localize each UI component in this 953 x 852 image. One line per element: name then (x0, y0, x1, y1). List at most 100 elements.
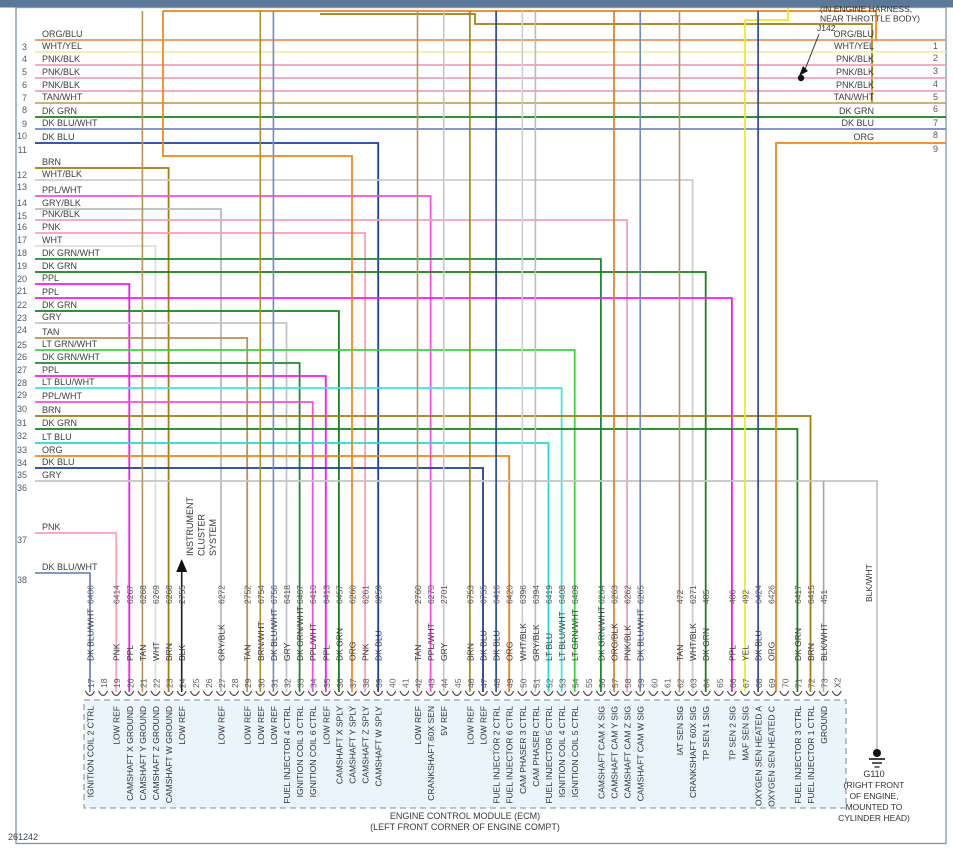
left-pin-number: 33 (17, 445, 27, 455)
instrument-cluster-note: INSTRUMENT (185, 497, 195, 556)
wire-color-label: DK GRN/WHT (42, 352, 100, 362)
pin-bracket (491, 690, 502, 697)
g110-location: (RIGHT FRONT (844, 780, 905, 790)
left-pin-number: 24 (17, 325, 27, 335)
pin-function-label: FUEL INJECTOR 1 CTRL (806, 706, 816, 804)
circuit-number: 6408 (557, 585, 567, 604)
wire-row-15 (35, 208, 222, 692)
wire-color-label-pin: YEL (741, 645, 751, 661)
wire-row-13 (35, 179, 694, 692)
right-pin-number: 1 (933, 41, 938, 51)
j142-note: NEAR THROTTLE BODY) (820, 14, 920, 24)
wire-row-38 (35, 572, 91, 692)
circuit-number: 6268 (138, 585, 148, 604)
ecm-pin-number: 72 (807, 678, 817, 688)
pin-function-label: LOW REF (321, 706, 331, 745)
left-pin-number: 10 (17, 131, 27, 141)
ecm-title: ENGINE CONTROL MODULE (ECM) (390, 811, 540, 821)
left-pin-number: 19 (17, 261, 27, 271)
wire-color-label-pin: DK GRN (793, 628, 803, 661)
wire-row-21 (35, 283, 131, 692)
wire-color-label: PNK (42, 522, 61, 532)
wire-color-label-pin: DK GRN/WHT (295, 606, 305, 661)
ecm-pin-number: 57 (610, 678, 620, 688)
pin-bracket (124, 690, 135, 697)
ecm-box (83, 699, 847, 809)
wire-color-label-pin: DK GRN/WHT (596, 606, 606, 661)
ecm-pin-number: 52 (545, 678, 555, 688)
pin-function-label: LOW REF (112, 706, 122, 745)
pin-function-label: IGNITION COIL 4 CTRL (557, 706, 567, 798)
ecm-pin-number: 64 (702, 678, 712, 688)
circuit-number: 6406 (86, 585, 96, 604)
circuit-number: 6407 (295, 585, 305, 604)
pin-bracket (229, 690, 240, 697)
wire-color-label: DK GRN (42, 418, 77, 428)
ecm-pin-number: 21 (138, 678, 148, 688)
ecm-pin-number: 60 (649, 678, 659, 688)
wire-color-label-pin: DK GRN (701, 628, 711, 661)
pin-function-label: GROUND (819, 706, 829, 744)
wire-color-label: PNK/BLK (42, 54, 80, 64)
pin-function-label: IGNITION COIL 3 CTRL (295, 706, 305, 798)
right-pin-number: 3 (933, 66, 938, 76)
left-pin-number: 16 (17, 222, 27, 232)
wire-row-33 (35, 442, 550, 692)
ecm-pin-number: 63 (689, 678, 699, 688)
wire-color-label-pin: GRY/BLK (217, 624, 227, 661)
ecm-pin-number: 30 (256, 678, 266, 688)
pin-function-label: 5V REF (439, 706, 449, 736)
wire-color-label-pin: LT BLU (544, 633, 554, 661)
wire-color-label-pin: PPL/WHT (426, 623, 436, 661)
wire-color-label: WHT/YEL (42, 41, 82, 51)
wire-top-brn (320, 13, 873, 103)
pin-function-label: CAMSHAFT Z SPLY (361, 706, 371, 784)
instrument-cluster-note: CLUSTER (197, 513, 207, 556)
pin-function-label: LOW REF (269, 706, 279, 745)
wire-color-label-pin: PPL (727, 645, 737, 661)
wire-color-label: PNK/BLK (42, 209, 80, 219)
circuit-number: 6396 (518, 585, 528, 604)
ecm-pin-number: 40 (387, 678, 397, 688)
circuit-number: 486 (727, 590, 737, 604)
left-pin-number: 38 (17, 575, 27, 585)
instrument-cluster-note: SYSTEM (208, 519, 218, 556)
pin-bracket (687, 690, 698, 697)
wire-row-23 (35, 310, 340, 692)
circuit-number: 6420 (505, 585, 515, 604)
wire-row-32 (35, 428, 799, 692)
j142-code: J142 (817, 23, 836, 33)
wire-color-label: PPL/WHT (42, 391, 83, 401)
wire-color-label: PPL (42, 287, 59, 297)
circuit-number: 6260 (348, 585, 358, 604)
wire-color-label: PPL (42, 365, 59, 375)
circuit-number: 6394 (531, 585, 541, 604)
pin-function-label: CRANKSHAFT 60X SEN (426, 706, 436, 801)
wire-color-label: GRY/BLK (42, 198, 81, 208)
left-pin-number: 27 (17, 365, 27, 375)
circuit-number: 2755 (177, 585, 187, 604)
wire-color-label-pin: TAN (675, 645, 685, 661)
pin-bracket (451, 690, 462, 697)
pin-bracket (766, 690, 777, 697)
wire-color-label-pin: DK BLU (754, 630, 764, 661)
pin-bracket (333, 690, 344, 697)
wire-row-31 (35, 415, 812, 692)
pin-function-label: LOW REF (479, 706, 489, 745)
wire-color-label-pin: ORG/BLK (610, 623, 620, 661)
circuit-number: 6753 (465, 585, 475, 604)
wire-row-37 (35, 532, 118, 692)
pin-bracket (792, 690, 803, 697)
pin-bracket (281, 690, 292, 697)
circuit-number: 451 (819, 590, 829, 604)
pin-function-label: IAT SEN SIG (675, 706, 685, 755)
left-pin-number: 4 (22, 54, 27, 64)
wire-color-label-pin: PNK (361, 643, 371, 661)
wire-row-25 (35, 337, 249, 692)
pin-bracket (346, 690, 358, 697)
pin-bracket (648, 690, 659, 697)
wire-color-label-pin: PNK/BLK (623, 625, 633, 661)
left-pin-number: 28 (17, 378, 27, 388)
wire-color-label: DK GRN (42, 106, 77, 116)
pin-bracket (307, 690, 318, 697)
